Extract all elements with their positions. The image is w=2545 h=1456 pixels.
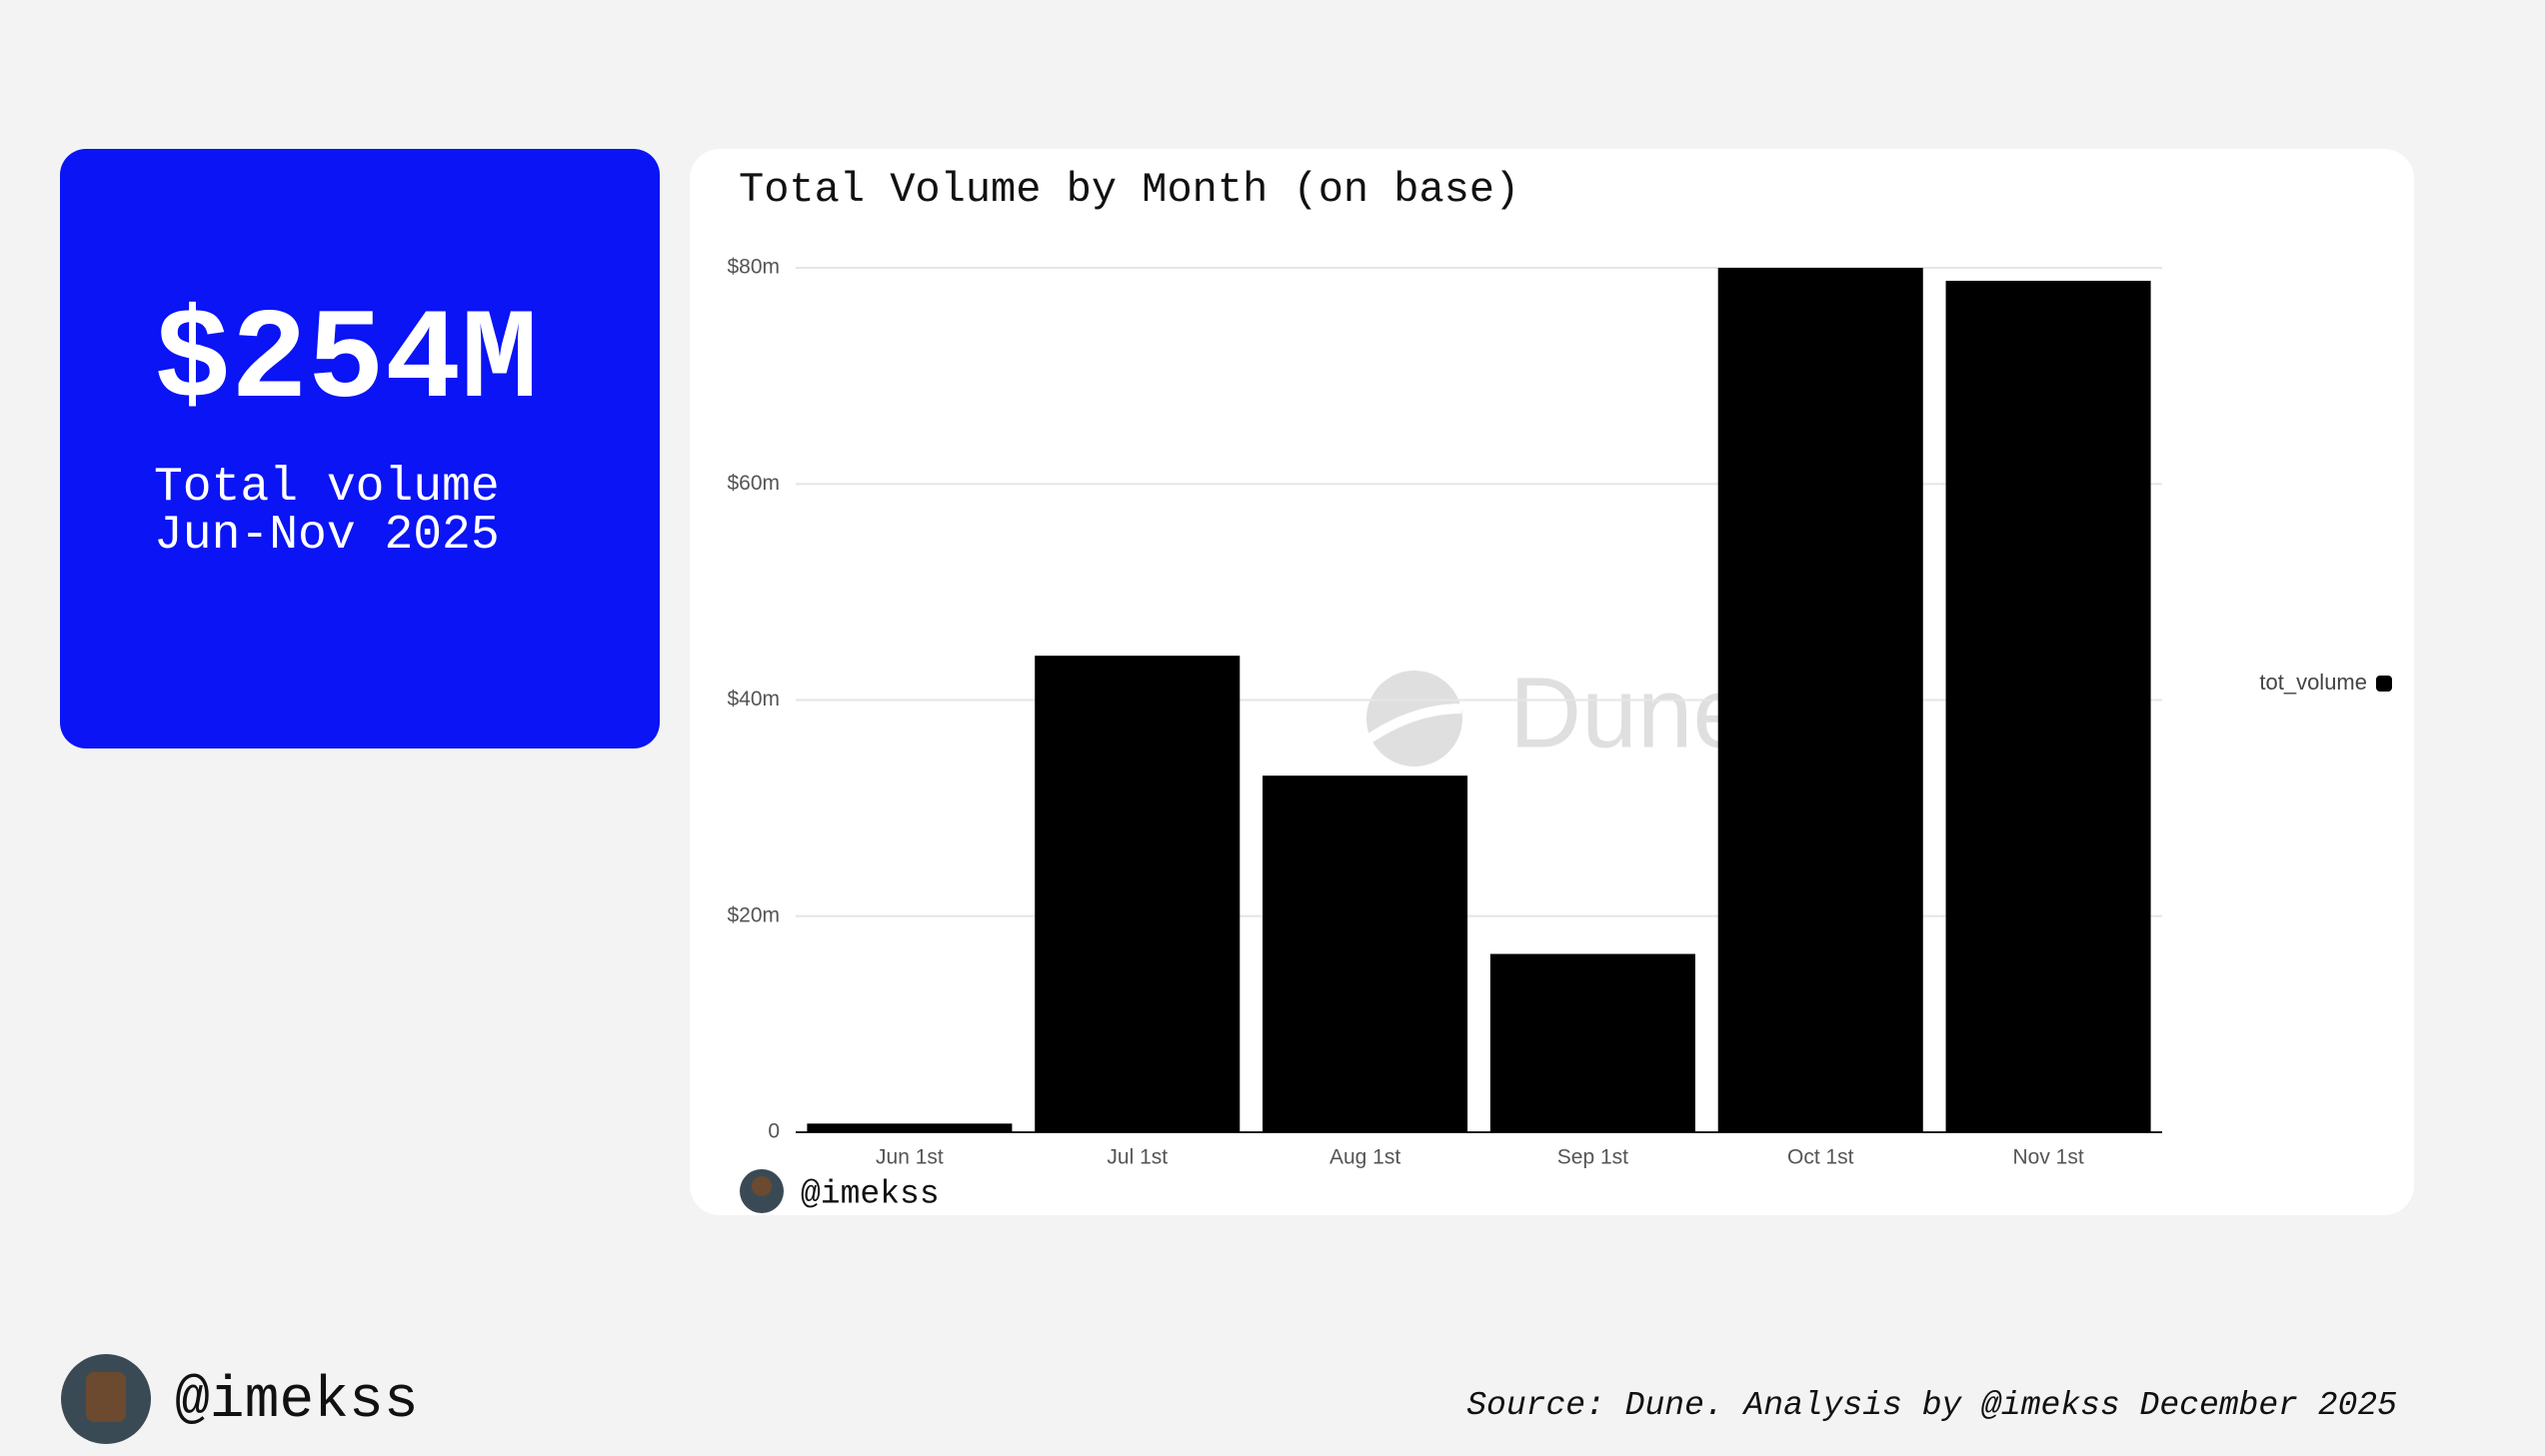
bar (1263, 775, 1468, 1132)
x-tick-label: Jun 1st (876, 1146, 944, 1169)
x-tick-label: Aug 1st (1329, 1146, 1400, 1169)
footer-avatar (61, 1354, 151, 1444)
bar (1945, 280, 2151, 1133)
y-tick-label: 0 (768, 1120, 780, 1143)
y-tick-label: $40m (727, 688, 780, 711)
bar (1035, 656, 1241, 1132)
y-tick-label: $80m (727, 256, 780, 279)
chart: Dune Total Volume by Month (on base) @im… (690, 149, 2414, 1215)
stat-card: $254M Total volume Jun-Nov 2025 (60, 149, 660, 748)
y-tick-label: $20m (727, 903, 780, 926)
legend-label: tot_volume (2259, 670, 2367, 695)
x-tick-label: Sep 1st (1557, 1146, 1628, 1169)
legend-swatch (2376, 676, 2392, 692)
author-avatar (740, 1169, 784, 1213)
stat-value: $254M (154, 290, 539, 435)
chart-title: Total Volume by Month (on base) (739, 166, 1519, 214)
x-tick-label: Nov 1st (2012, 1146, 2083, 1169)
stat-label: Total volume (154, 461, 500, 515)
bar (807, 1123, 1013, 1132)
watermark: Dune (1509, 657, 1748, 768)
watermark-logo (1366, 671, 1462, 766)
bar (1717, 268, 1923, 1132)
x-tick-label: Oct 1st (1787, 1146, 1854, 1169)
x-tick-label: Jul 1st (1107, 1146, 1168, 1169)
author-handle: @imekss (801, 1176, 940, 1213)
y-tick-label: $60m (727, 472, 780, 495)
source-note: Source: Dune. Analysis by @imekss Decemb… (1466, 1387, 2397, 1424)
stat-label: Jun-Nov 2025 (154, 509, 500, 563)
footer-handle: @imekss (175, 1369, 419, 1434)
bar (1489, 953, 1695, 1132)
